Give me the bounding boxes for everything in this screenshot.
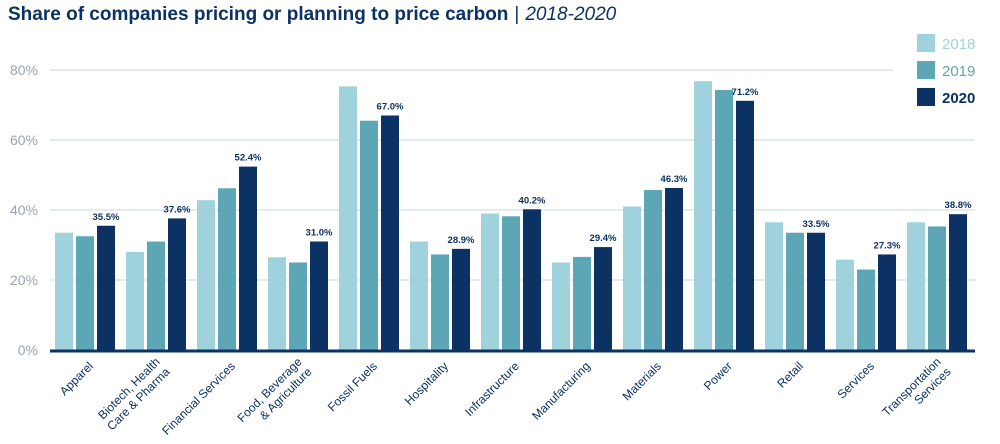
bar-2018 (410, 241, 428, 350)
bar-2019 (786, 232, 804, 350)
bar-2018 (694, 81, 712, 350)
bar-2018 (907, 222, 925, 350)
category-label: Financial Services (159, 359, 238, 438)
bar-2018 (623, 206, 641, 350)
category-label: Materials (620, 359, 664, 403)
bar-2019 (715, 89, 733, 350)
legend: 2018 2019 2020 (917, 34, 975, 107)
bar-2018 (836, 259, 854, 350)
legend-swatch (917, 34, 935, 52)
bar-2020 (665, 187, 683, 350)
bar-2019 (644, 190, 662, 350)
bar-2020 (381, 115, 399, 350)
bar-2018 (126, 252, 144, 350)
bar-2019 (76, 236, 94, 350)
data-label: 52.4% (235, 153, 262, 164)
category-label: Services (835, 359, 877, 401)
bar-2019 (431, 254, 449, 350)
bar-2018 (481, 213, 499, 350)
bar-2020 (949, 214, 967, 350)
chart-title: Share of companies pricing or planning t… (8, 4, 616, 26)
bars (55, 81, 967, 350)
bar-2018 (765, 222, 783, 350)
bar-2019 (502, 216, 520, 350)
data-label: 46.3% (661, 174, 688, 185)
bar-2020 (736, 100, 754, 350)
y-tick-label: 40% (10, 202, 38, 218)
bar-2018 (339, 86, 357, 350)
legend-item-2018: 2018 (917, 34, 975, 53)
legend-item-2019: 2019 (917, 61, 975, 80)
legend-label: 2018 (942, 36, 975, 53)
data-labels: 35.5% 37.6% 52.4% 31.0% 67.0% 28.9% 40.2% 29.4%… (93, 87, 972, 252)
category-label: Retail (774, 359, 806, 391)
bar-2019 (289, 262, 307, 350)
data-label: 37.6% (164, 204, 191, 215)
bar-2020 (594, 247, 612, 350)
legend-swatch (917, 88, 935, 106)
bar-2019 (857, 269, 875, 350)
bar-2019 (147, 241, 165, 350)
category-label: Biotech, HealthCare & Pharma (94, 355, 173, 434)
bar-2019 (928, 226, 946, 350)
bar-2020 (878, 254, 896, 350)
data-label: 35.5% (93, 212, 120, 223)
bar-2018 (197, 200, 215, 350)
y-axis-ticks: 0% 20% 40% 60% 80% (10, 62, 38, 358)
bar-2019 (360, 120, 378, 350)
bar-2018 (268, 257, 286, 350)
y-tick-label: 80% (10, 62, 38, 78)
bar-2020 (310, 241, 328, 350)
bar-2018 (552, 262, 570, 350)
bar-2019 (573, 256, 591, 350)
category-label: Power (701, 359, 735, 393)
bar-2018 (55, 232, 73, 350)
data-label: 71.2% (732, 87, 759, 98)
legend-label: 2020 (942, 90, 975, 107)
chart-title-main: Share of companies pricing or planning t… (8, 4, 509, 25)
category-label: Food, Beverage& Agriculture (234, 355, 314, 435)
chart-title-separator: | (514, 4, 520, 25)
bar-2020 (807, 232, 825, 350)
chart-title-years: 2018-2020 (525, 4, 617, 25)
data-label: 67.0% (377, 102, 404, 113)
data-label: 40.2% (519, 195, 546, 206)
category-label: Apparel (57, 359, 96, 398)
category-label: Fossil Fuels (325, 359, 380, 414)
y-tick-label: 0% (18, 342, 38, 358)
bar-2020 (523, 209, 541, 350)
data-label: 28.9% (448, 235, 475, 246)
bar-2020 (452, 248, 470, 350)
data-label: 27.3% (874, 240, 901, 251)
bar-2020 (97, 225, 115, 350)
x-axis: Apparel Biotech, HealthCare & PharmaFinan… (50, 349, 975, 438)
bar-2020 (168, 218, 186, 350)
data-label: 38.8% (945, 200, 972, 211)
category-label: Manufacturing (529, 359, 593, 423)
legend-swatch (917, 61, 935, 79)
category-label: TransportationServices (879, 355, 953, 429)
data-label: 31.0% (306, 228, 333, 239)
y-tick-label: 20% (10, 272, 38, 288)
data-label: 33.5% (803, 219, 830, 230)
category-label: Infrastructure (462, 359, 522, 419)
bar-2019 (218, 188, 236, 350)
category-label: Hospitality (402, 359, 451, 408)
y-tick-label: 60% (10, 132, 38, 148)
bar-2020 (239, 166, 257, 350)
legend-label: 2019 (942, 63, 975, 80)
data-label: 29.4% (590, 233, 617, 244)
legend-item-2020: 2020 (917, 88, 975, 107)
